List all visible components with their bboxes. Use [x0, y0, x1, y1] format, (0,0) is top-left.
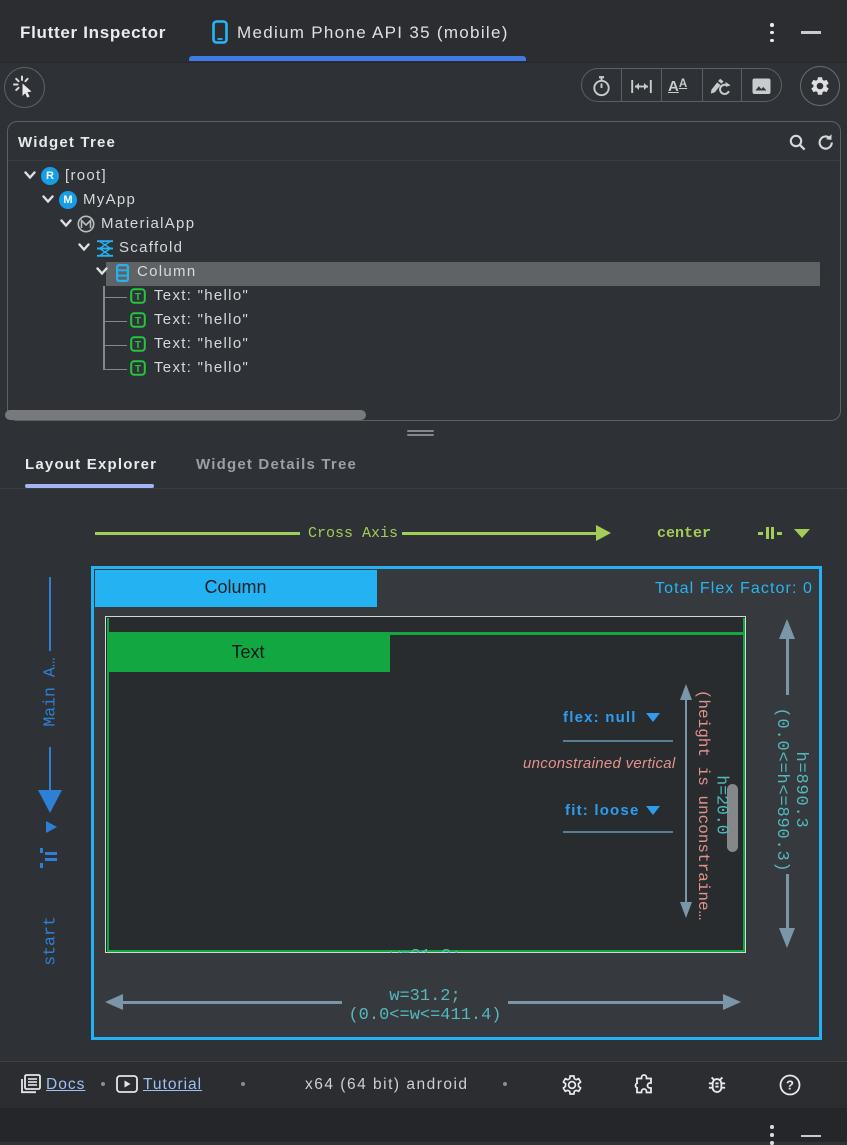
svg-text:T: T — [135, 339, 142, 351]
svg-text:?: ? — [786, 1077, 794, 1092]
svg-text:T: T — [135, 363, 142, 375]
svg-text:T: T — [135, 291, 142, 303]
svg-text:T: T — [135, 315, 142, 327]
